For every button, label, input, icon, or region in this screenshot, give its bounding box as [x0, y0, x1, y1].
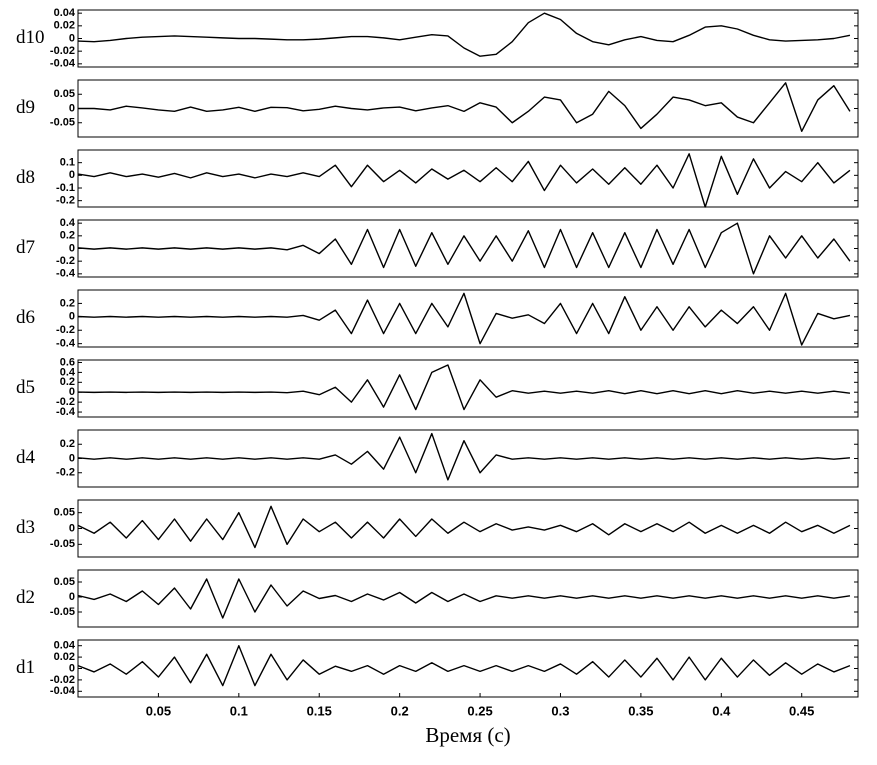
y-tick-label: 0.4: [60, 217, 76, 229]
signal-line: [78, 82, 851, 132]
y-axis-label: d2: [16, 587, 35, 608]
y-tick-label: 0.05: [54, 88, 75, 100]
y-axis-label: d1: [16, 657, 35, 678]
y-axis-label: d3: [16, 517, 35, 538]
signal-line: [77, 645, 851, 687]
y-tick-label: -0.02: [50, 674, 75, 686]
y-tick-label: 0.05: [54, 576, 75, 588]
signal-line: [77, 505, 851, 549]
x-tick-label: 0.45: [789, 703, 814, 718]
signal-line: [77, 432, 851, 481]
signal-line: [77, 222, 851, 275]
y-tick-label: 0: [69, 452, 75, 464]
x-axis-label: Время (с): [425, 723, 510, 747]
panel-frame: [77, 289, 859, 348]
y-axis-label: d8: [16, 167, 35, 188]
x-tick-label: 0.2: [391, 703, 409, 718]
y-tick-label: 0: [69, 32, 75, 44]
signal-line: [77, 292, 851, 346]
y-tick-label: 0.04: [54, 640, 76, 652]
y-tick-label: 0.05: [54, 507, 75, 519]
y-tick-label: 0.2: [60, 297, 75, 309]
y-tick-label: 0.2: [60, 438, 75, 450]
y-tick-label: 0.02: [54, 20, 75, 32]
y-axis-label: d9: [16, 97, 35, 118]
y-tick-label: -0.05: [50, 538, 75, 550]
y-tick-label: -0.2: [56, 195, 75, 207]
y-tick-label: -0.2: [56, 396, 75, 408]
y-tick-label: 0: [69, 662, 75, 674]
panel-frame: [77, 569, 859, 628]
y-tick-label: -0.1: [56, 182, 75, 194]
signal-line: [77, 364, 851, 411]
signal-line: [77, 578, 851, 619]
y-tick-label: -0.4: [56, 406, 76, 418]
panel-frame: [77, 359, 859, 418]
y-tick-label: 0.02: [54, 651, 75, 663]
y-tick-label: 0.1: [60, 157, 75, 169]
panel-frame: [77, 9, 859, 68]
y-tick-label: 0.2: [60, 230, 75, 242]
y-tick-label: -0.05: [50, 606, 75, 618]
x-tick-label: 0.4: [712, 703, 731, 718]
y-axis-label: d6: [16, 307, 35, 328]
x-tick-label: 0.35: [628, 703, 653, 718]
y-axis-label: d5: [16, 377, 35, 398]
x-tick-label: 0.05: [146, 703, 171, 718]
y-tick-label: 0: [69, 311, 75, 323]
panel-frame: [77, 149, 859, 208]
panel-frame: [77, 499, 859, 558]
y-tick-label: -0.05: [50, 117, 75, 129]
y-tick-label: -0.2: [56, 467, 75, 479]
y-tick-label: -0.2: [56, 324, 75, 336]
y-tick-label: 0.2: [60, 376, 75, 388]
y-tick-label: 0: [69, 386, 75, 398]
y-tick-label: 0.6: [60, 356, 75, 368]
y-axis-label: d7: [16, 237, 35, 258]
y-tick-label: 0.4: [60, 366, 76, 378]
y-tick-label: 0.04: [54, 7, 76, 19]
x-tick-label: 0.25: [467, 703, 492, 718]
x-tick-label: 0.3: [551, 703, 569, 718]
signal-line: [77, 153, 851, 208]
y-tick-label: 0: [69, 102, 75, 114]
y-tick-label: -0.04: [50, 685, 76, 697]
y-tick-label: -0.04: [50, 58, 76, 70]
y-tick-label: -0.4: [56, 268, 76, 280]
panel-frame: [77, 639, 859, 698]
y-axis-label: d10: [16, 27, 45, 48]
y-tick-label: 0: [69, 591, 75, 603]
x-tick-label: 0.1: [230, 703, 248, 718]
y-tick-label: -0.2: [56, 255, 75, 267]
y-tick-label: 0: [69, 522, 75, 534]
y-tick-label: 0: [69, 242, 75, 254]
y-tick-label: -0.02: [50, 45, 75, 57]
x-tick-label: 0.15: [307, 703, 332, 718]
y-axis-label: d4: [16, 447, 36, 468]
y-tick-label: 0: [69, 169, 75, 181]
signal-line: [77, 12, 851, 57]
y-tick-label: -0.4: [56, 338, 76, 350]
